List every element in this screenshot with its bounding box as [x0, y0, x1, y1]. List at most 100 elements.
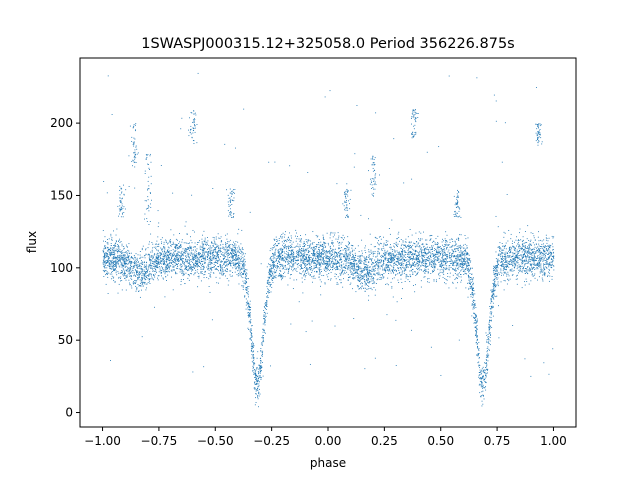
- data-point: [518, 257, 520, 259]
- data-point: [387, 269, 389, 270]
- data-point: [275, 258, 277, 260]
- data-point: [134, 256, 136, 258]
- data-point: [498, 260, 500, 262]
- data-point: [464, 260, 466, 262]
- data-point: [341, 265, 342, 267]
- data-point: [220, 236, 222, 238]
- data-point: [139, 266, 141, 268]
- data-point: [525, 278, 527, 280]
- data-point: [190, 236, 191, 238]
- data-point: [522, 245, 524, 247]
- data-point: [509, 247, 511, 248]
- data-point: [284, 241, 285, 243]
- data-point: [434, 263, 436, 265]
- data-point: [451, 249, 453, 251]
- data-point: [160, 261, 162, 263]
- data-point: [514, 265, 516, 267]
- data-point: [228, 249, 230, 251]
- data-point: [374, 259, 376, 261]
- data-point: [347, 241, 349, 243]
- data-point: [214, 242, 216, 244]
- data-point: [503, 256, 505, 257]
- data-point: [402, 267, 404, 268]
- data-point: [464, 254, 466, 256]
- data-point: [308, 260, 310, 262]
- data-point: [299, 248, 300, 250]
- data-point: [454, 248, 456, 250]
- data-point: [482, 387, 484, 388]
- data-point: [513, 262, 515, 264]
- data-point: [299, 255, 301, 257]
- data-point: [114, 260, 116, 262]
- data-point: [234, 271, 236, 273]
- data-point: [384, 257, 386, 259]
- data-point: [282, 258, 284, 260]
- data-point: [522, 236, 524, 238]
- data-point: [206, 251, 208, 253]
- data-point: [147, 247, 149, 249]
- data-point: [305, 248, 307, 250]
- data-point: [478, 349, 480, 351]
- data-point: [312, 242, 314, 244]
- data-point: [393, 277, 395, 279]
- data-point: [220, 269, 221, 271]
- data-point: [193, 257, 195, 258]
- data-point: [419, 250, 421, 252]
- data-point: [360, 267, 362, 269]
- data-point: [382, 274, 383, 276]
- data-point: [332, 260, 334, 262]
- data-point: [157, 263, 159, 265]
- data-point: [452, 253, 453, 254]
- data-point: [505, 253, 506, 255]
- data-point: [533, 251, 535, 252]
- data-point: [525, 255, 526, 257]
- data-point: [105, 241, 106, 242]
- data-point: [322, 237, 324, 239]
- data-point: [397, 268, 399, 270]
- data-point: [134, 264, 136, 266]
- data-point: [318, 239, 320, 240]
- data-point: [107, 256, 109, 258]
- data-point: [542, 280, 544, 282]
- data-point: [183, 255, 185, 257]
- data-point: [180, 256, 182, 258]
- data-point: [149, 259, 151, 260]
- data-point: [408, 254, 410, 256]
- data-point: [415, 250, 417, 252]
- data-point: [454, 240, 456, 242]
- data-point: [346, 256, 348, 257]
- data-point: [125, 263, 127, 265]
- data-point: [116, 262, 118, 264]
- data-point: [192, 267, 194, 268]
- data-point: [524, 250, 526, 252]
- data-point: [405, 251, 407, 253]
- data-point: [213, 239, 215, 241]
- data-point: [160, 238, 162, 240]
- data-point: [365, 245, 366, 247]
- data-point: [215, 258, 217, 260]
- data-point: [251, 347, 253, 349]
- data-point: [358, 288, 360, 290]
- data-point: [375, 283, 377, 284]
- data-point: [292, 288, 294, 290]
- data-point: [145, 289, 147, 291]
- data-point: [369, 266, 371, 268]
- data-point: [494, 281, 496, 282]
- data-point: [412, 254, 414, 256]
- data-point: [437, 242, 439, 244]
- data-point: [161, 269, 163, 271]
- data-point: [509, 255, 511, 257]
- data-point: [123, 258, 125, 260]
- data-point: [504, 268, 505, 270]
- data-point: [490, 302, 492, 304]
- data-point: [304, 267, 305, 269]
- data-point: [285, 257, 286, 259]
- data-point: [368, 276, 370, 278]
- data-point: [111, 273, 113, 275]
- data-point: [241, 254, 243, 256]
- data-point: [545, 262, 547, 264]
- data-point: [519, 269, 521, 271]
- data-point: [104, 245, 106, 247]
- data-point: [259, 365, 261, 367]
- data-point: [264, 331, 265, 333]
